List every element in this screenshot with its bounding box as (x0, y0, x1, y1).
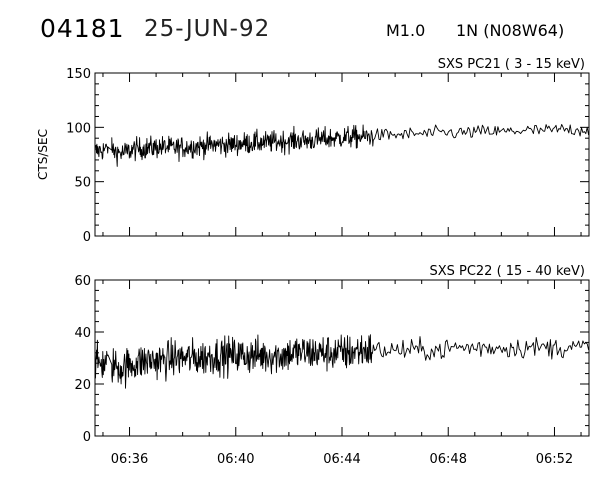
panel-title: SXS PC22 ( 15 - 40 keV) (429, 264, 585, 279)
panel-pc22: SXS PC22 ( 15 - 40 keV) 0 20 40 60 06:36 06:40… (74, 264, 590, 467)
y-tick-label: 20 (74, 378, 91, 393)
event-date: 25-JUN-92 (144, 16, 271, 42)
y-tick-label: 0 (83, 230, 91, 245)
chart-header: 04181 25-JUN-92 M1.0 1N (N08W64) (0, 0, 600, 60)
y-tick-label: 0 (83, 430, 91, 445)
y-tick-label: 40 (74, 326, 91, 341)
y-axis-label: CTS/SEC (36, 129, 50, 180)
y-tick-label: 150 (66, 67, 91, 82)
series-line (94, 123, 590, 167)
x-tick-label: 06:44 (323, 452, 360, 467)
x-tick-label: 06:48 (430, 452, 467, 467)
event-id: 04181 (40, 14, 125, 43)
y-tick-label: 60 (74, 274, 91, 289)
panel-pc21: SXS PC21 ( 3 - 15 keV) CTS/SEC 0 50 100 150 (36, 57, 590, 245)
y-tick-label: 100 (66, 121, 91, 136)
panel-title: SXS PC21 ( 3 - 15 keV) (438, 57, 585, 72)
flare-class: M1.0 (386, 21, 426, 40)
x-tick-label: 06:36 (111, 452, 148, 467)
flare-region: 1N (N08W64) (456, 21, 565, 40)
x-tick-label: 06:52 (536, 452, 573, 467)
series-line (94, 334, 590, 389)
x-tick-label: 06:40 (217, 452, 254, 467)
y-tick-label: 50 (74, 176, 91, 191)
plot-frame (94, 72, 590, 237)
